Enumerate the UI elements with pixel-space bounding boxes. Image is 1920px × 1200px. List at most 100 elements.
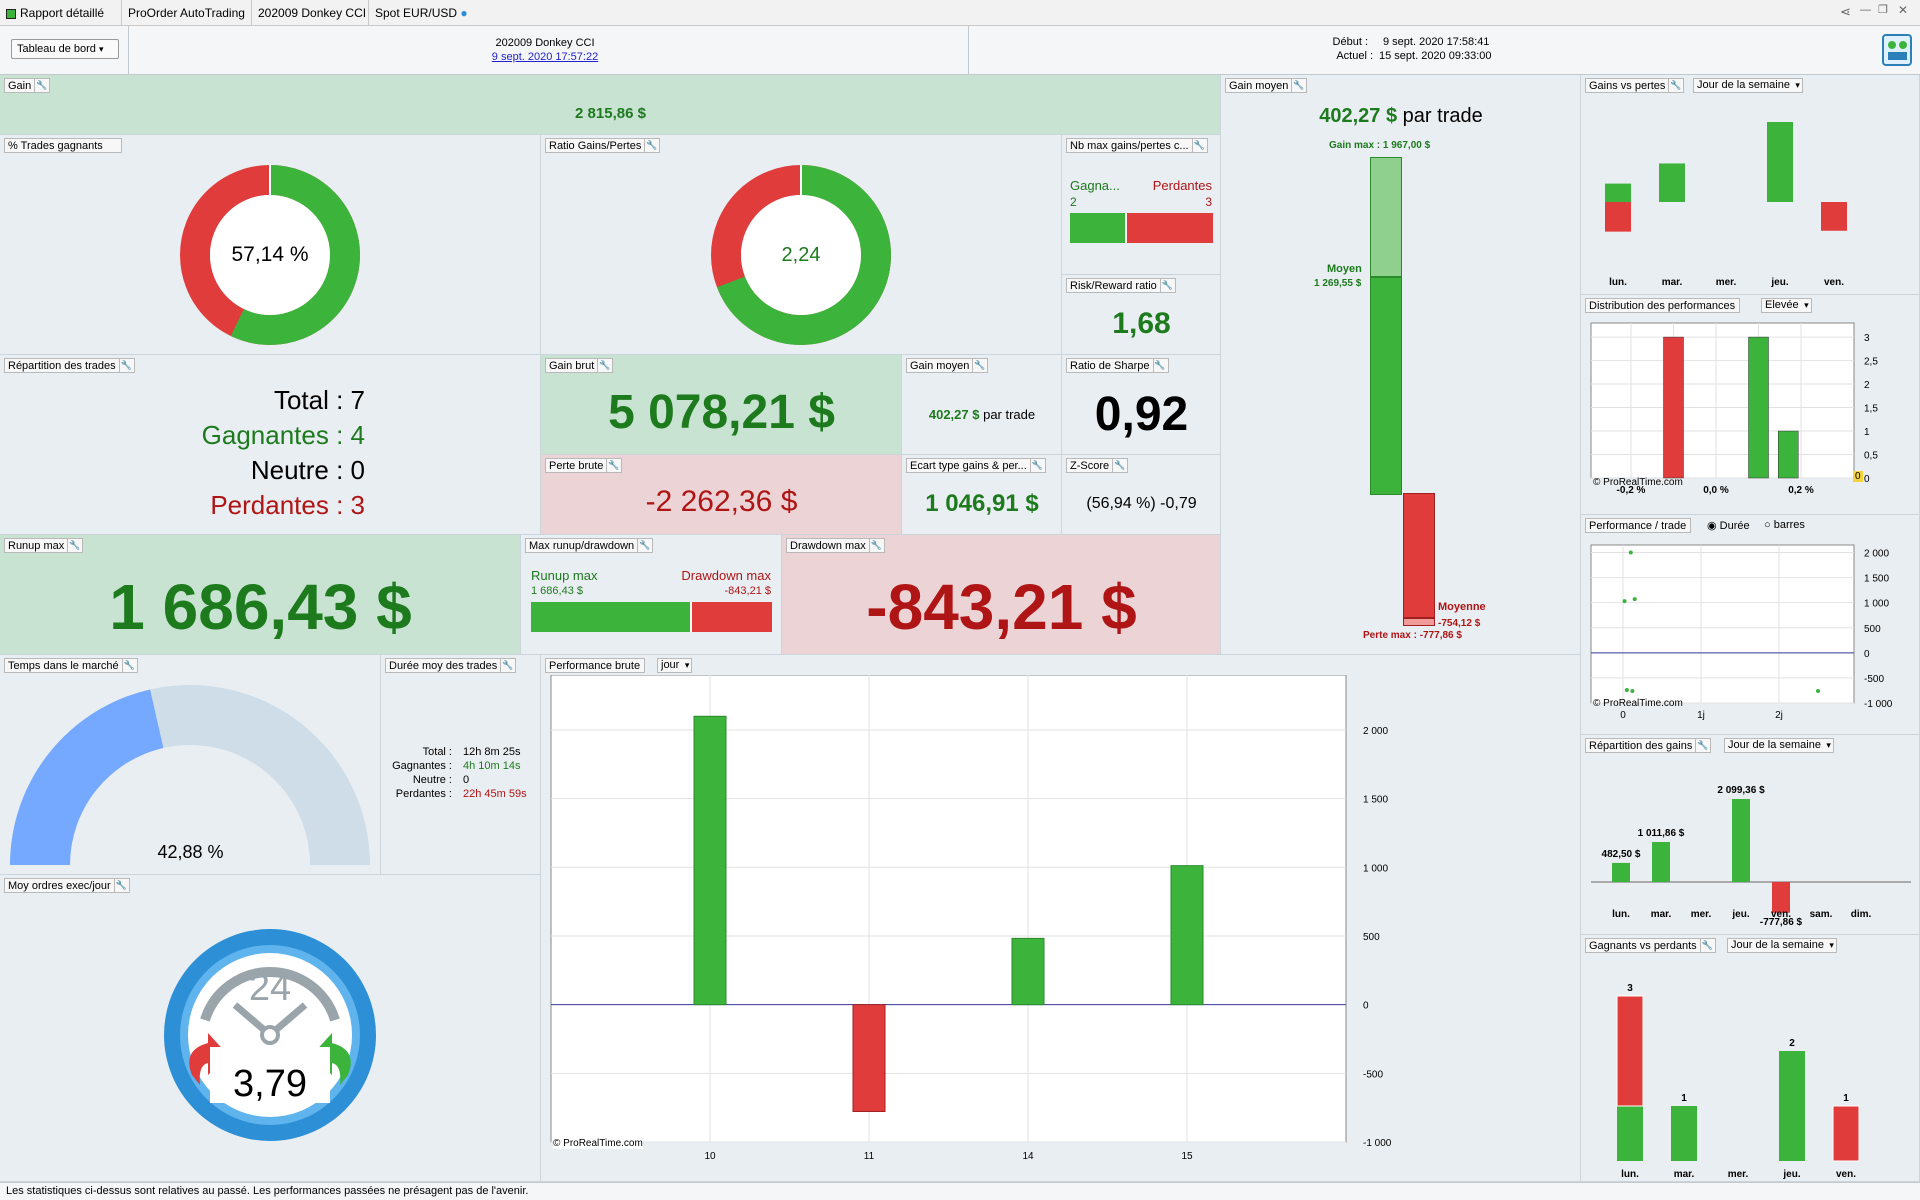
performance-per-trade-title[interactable]: Performance / trade xyxy=(1585,518,1692,533)
x-tick-label: mar. xyxy=(1651,909,1672,920)
zscore-title[interactable]: Z-Score 🔧 xyxy=(1066,458,1129,473)
chevron-down-icon: ▾ xyxy=(98,44,104,54)
wrench-icon[interactable]: 🔧 xyxy=(1699,939,1713,952)
strategy-name: 202009 Donkey CCI xyxy=(495,37,595,49)
wrench-icon[interactable]: 🔧 xyxy=(637,539,651,552)
gain-title[interactable]: Gain 🔧 xyxy=(4,78,51,93)
wrench-icon[interactable]: 🔧 xyxy=(1112,459,1126,472)
y-tick-label: -500 xyxy=(1864,674,1884,685)
orders-per-day-title[interactable]: Moy ordres exec/jour 🔧 xyxy=(4,878,130,893)
close-icon[interactable]: ✕ xyxy=(1898,3,1909,17)
winners-vs-losers-period-select[interactable]: Jour de la semaine xyxy=(1727,938,1837,953)
panel-title-label: Perte brute xyxy=(549,460,604,472)
avg-gain-bar xyxy=(1370,277,1402,495)
avg-gain-title[interactable]: Gain moyen 🔧 xyxy=(906,358,989,373)
wrench-icon[interactable]: 🔧 xyxy=(644,139,658,152)
y-tick-label: -1 000 xyxy=(1864,699,1893,710)
gain-distribution-chart: 482,50 $ lun. 1 011,86 $ mar. mer. 2 099,36 $… xyxy=(1591,785,1911,928)
share-icon[interactable]: ⋖ xyxy=(1840,4,1851,19)
bars-radio[interactable]: ○ barres xyxy=(1764,519,1805,531)
gains-vs-losses-title[interactable]: Gains vs pertes 🔧 xyxy=(1585,78,1685,93)
gain-distribution-title[interactable]: Répartition des gains 🔧 xyxy=(1585,738,1712,753)
neutral-trades: Neutre : 0 xyxy=(250,455,365,485)
total-trades: Total : 7 xyxy=(273,385,365,415)
wrench-icon[interactable]: 🔧 xyxy=(1695,739,1709,752)
tab-instrument[interactable]: Spot EUR/USD ● xyxy=(369,0,468,26)
wrench-icon[interactable]: 🔧 xyxy=(972,359,986,372)
win-rate-title[interactable]: % Trades gagnants xyxy=(4,138,122,153)
gross-performance-title[interactable]: Performance brute xyxy=(545,658,646,673)
time-in-market-title[interactable]: Temps dans le marché 🔧 xyxy=(4,658,138,673)
disclaimer-footer: Les statistiques ci-dessus sont relative… xyxy=(0,1182,1920,1200)
wrench-icon[interactable]: 🔧 xyxy=(1159,279,1173,292)
wrench-icon[interactable]: 🔧 xyxy=(868,539,882,552)
y-tick-label: 1 500 xyxy=(1864,574,1889,585)
consecutive-bar xyxy=(1070,213,1213,243)
restore-icon[interactable]: ❐ xyxy=(1878,4,1888,16)
max-consecutive-title[interactable]: Nb max gains/pertes c... 🔧 xyxy=(1066,138,1208,153)
bar xyxy=(1011,937,1045,1006)
panel-title-label: Répartition des trades xyxy=(8,360,116,372)
strategy-date-link[interactable]: 9 sept. 2020 17:57:22 xyxy=(491,51,599,63)
y-tick-label: -1 000 xyxy=(1363,1138,1392,1149)
risk-reward-panel: Risk/Reward ratio 🔧 1,68 xyxy=(1062,275,1221,355)
gains-vs-losses-period-select[interactable]: Jour de la semaine xyxy=(1693,78,1803,93)
y-tick-label: 1 xyxy=(1864,427,1870,438)
risk-reward-value: 1,68 xyxy=(1112,307,1171,340)
avg-gain-headline-unit: par trade xyxy=(1402,105,1483,127)
panel-title-label: Moy ordres exec/jour xyxy=(8,880,111,892)
distribution-level-select[interactable]: Elevée xyxy=(1761,298,1812,313)
ratio-value: 2,24 xyxy=(781,244,821,266)
gross-gain-title[interactable]: Gain brut 🔧 xyxy=(545,358,614,373)
avg-gain-panel: Gain moyen 🔧 402,27 $ par trade xyxy=(902,355,1062,455)
runup-drawdown-title[interactable]: Max runup/drawdown 🔧 xyxy=(525,538,654,553)
green-arrow-icon xyxy=(312,1033,351,1085)
sharpe-title[interactable]: Ratio de Sharpe 🔧 xyxy=(1066,358,1169,373)
clock-dial-arc xyxy=(200,966,340,1022)
winners-vs-losers-title[interactable]: Gagnants vs perdants 🔧 xyxy=(1585,938,1716,953)
wrench-icon[interactable]: 🔧 xyxy=(1668,79,1682,92)
data-point xyxy=(1630,688,1635,693)
wrench-icon[interactable]: 🔧 xyxy=(500,659,514,672)
gain-distribution-period-select[interactable]: Jour de la semaine xyxy=(1724,738,1834,753)
dashboard-layout-icon[interactable] xyxy=(1882,34,1912,66)
gross-loss-title[interactable]: Perte brute 🔧 xyxy=(545,458,623,473)
current-label: Actuel : xyxy=(1336,50,1373,62)
wrench-icon[interactable]: 🔧 xyxy=(1152,359,1166,372)
tab-proorder[interactable]: ProOrder AutoTrading xyxy=(122,0,252,26)
duration-radio[interactable]: ◉ Durée xyxy=(1707,519,1750,532)
minimize-icon[interactable]: — xyxy=(1860,4,1871,16)
bar xyxy=(1732,799,1750,882)
duration-total-value: 12h 8m 25s xyxy=(463,746,521,758)
wrench-icon[interactable]: 🔧 xyxy=(118,359,132,372)
wrench-icon[interactable]: 🔧 xyxy=(1191,139,1205,152)
tab-detailed-report[interactable]: Rapport détaillé xyxy=(0,0,122,26)
wrench-icon[interactable]: 🔧 xyxy=(1291,79,1305,92)
wrench-icon[interactable]: 🔧 xyxy=(597,359,611,372)
avg-duration-title[interactable]: Durée moy des trades 🔧 xyxy=(385,658,517,673)
max-runup-title[interactable]: Runup max 🔧 xyxy=(4,538,84,553)
wrench-icon[interactable]: 🔧 xyxy=(121,659,135,672)
avg-duration-panel: Durée moy des trades 🔧 Total : 12h 8m 25s… xyxy=(381,655,541,875)
avg-gain-column-title[interactable]: Gain moyen 🔧 xyxy=(1225,78,1308,93)
wrench-icon[interactable]: 🔧 xyxy=(606,459,620,472)
wrench-icon[interactable]: 🔧 xyxy=(34,79,48,92)
distribution-chart: 32,521,510,50-0,2 % 0,0 % 0,2 % xyxy=(1590,322,1878,496)
win-rate-value: 57,14 % xyxy=(231,243,309,266)
wrench-icon[interactable]: 🔧 xyxy=(1029,459,1043,472)
wrench-icon[interactable]: 🔧 xyxy=(67,539,81,552)
risk-reward-title[interactable]: Risk/Reward ratio 🔧 xyxy=(1066,278,1176,293)
tab-strategy[interactable]: 202009 Donkey CCI xyxy=(252,0,369,26)
avg-gain-column-panel: Gain moyen 🔧 402,27 $ par trade Gain max … xyxy=(1221,75,1581,655)
y-tick-label: 500 xyxy=(1363,932,1380,943)
std-dev-title[interactable]: Ecart type gains & per... 🔧 xyxy=(906,458,1046,473)
wrench-icon[interactable]: 🔧 xyxy=(113,879,127,892)
period-select[interactable]: jour xyxy=(657,658,693,673)
x-tick-label: lun. xyxy=(1621,1169,1639,1180)
distribution-title[interactable]: Distribution des performances xyxy=(1585,298,1741,313)
max-drawdown-title[interactable]: Drawdown max 🔧 xyxy=(786,538,885,553)
gain-loss-ratio-title[interactable]: Ratio Gains/Pertes 🔧 xyxy=(545,138,661,153)
plot-area xyxy=(1590,544,1855,704)
dashboard-select[interactable]: Tableau de bord ▾ xyxy=(11,39,119,59)
trade-distribution-title[interactable]: Répartition des trades 🔧 xyxy=(4,358,135,373)
